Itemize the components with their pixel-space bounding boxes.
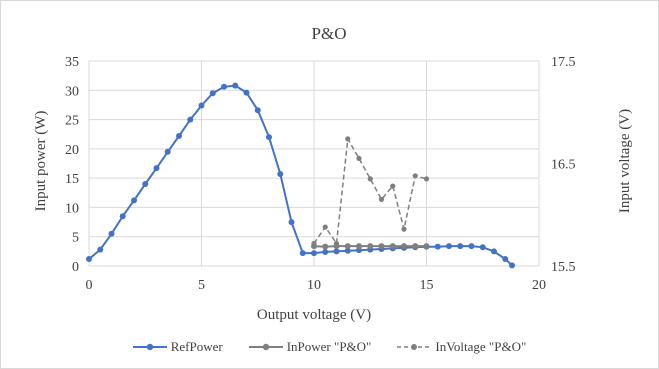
- y-axis-label-left: Input power (W): [33, 111, 49, 212]
- data-point-series-1: [356, 243, 362, 250]
- x-tick-label: 0: [86, 278, 93, 293]
- data-point-series-1: [423, 243, 430, 250]
- data-point-series-0: [446, 243, 452, 250]
- series-line-2: [313, 136, 427, 246]
- data-point-series-0: [221, 83, 227, 90]
- data-point-series-0: [277, 171, 284, 178]
- series-line-0: [88, 84, 513, 267]
- legend-item-inpower: InPower "P&O": [248, 339, 372, 355]
- data-point-series-0: [299, 250, 306, 257]
- data-point-series-0: [243, 89, 250, 96]
- y-tick-label-left: 30: [65, 84, 79, 99]
- data-point-series-2: [345, 136, 351, 142]
- data-point-series-0: [491, 248, 497, 255]
- data-point-series-2: [322, 224, 328, 230]
- legend-swatch-inpower: [248, 343, 283, 351]
- data-point-series-0: [108, 230, 115, 237]
- data-point-series-2: [401, 226, 407, 232]
- legend-item-refpower: RefPower: [132, 339, 223, 355]
- y-tick-label-right: 17.5: [551, 55, 576, 70]
- legend-swatch-refpower: [132, 343, 167, 351]
- y-tick-label-left: 35: [65, 55, 79, 70]
- data-point-series-0: [266, 134, 272, 141]
- legend-item-involtage: InVoltage "P&O": [397, 339, 526, 355]
- data-point-series-0: [356, 247, 362, 254]
- data-point-series-0: [86, 255, 92, 262]
- data-point-series-0: [209, 90, 216, 97]
- y-tick-label-left: 10: [65, 201, 79, 216]
- data-point-series-0: [502, 255, 509, 262]
- y-tick-label-left: 20: [65, 143, 79, 158]
- chart-title: P&O: [312, 24, 347, 43]
- data-point-series-1: [378, 243, 385, 250]
- x-axis-label: Output voltage (V): [257, 307, 371, 323]
- data-point-series-0: [232, 82, 239, 89]
- chart-svg: P&O 0 5 10 15 20 25 30 35 0 5 10 15 20 15.5 16.5 17.5 O…: [33, 24, 633, 323]
- data-point-series-0: [509, 262, 515, 269]
- data-point-series-2: [356, 155, 362, 161]
- data-point-series-1: [389, 243, 396, 250]
- data-point-series-1: [401, 243, 407, 250]
- data-point-series-0: [333, 248, 340, 255]
- legend: RefPower InPower "P&O" InVoltage "P&O": [1, 339, 658, 355]
- data-point-series-2: [423, 176, 430, 182]
- series: [86, 82, 515, 269]
- data-point-series-0: [457, 243, 464, 250]
- data-point-series-0: [344, 247, 351, 254]
- y-tick-label-right: 16.5: [551, 158, 576, 173]
- data-point-series-0: [198, 102, 205, 109]
- legend-swatch-involtage: [397, 344, 432, 350]
- data-point-series-2: [390, 183, 396, 189]
- y-tick-label-left: 0: [72, 260, 79, 275]
- y-tick-label-left: 5: [72, 231, 79, 246]
- data-point-series-2: [311, 240, 317, 247]
- data-point-series-0: [176, 132, 182, 139]
- data-point-series-1: [367, 243, 374, 250]
- data-point-series-2: [412, 173, 418, 179]
- data-point-series-1: [344, 243, 351, 250]
- data-point-series-0: [131, 197, 137, 204]
- gridlines: [88, 60, 540, 267]
- data-point-series-0: [142, 181, 149, 187]
- y-tick-label-right: 15.5: [551, 260, 576, 275]
- data-point-series-0: [288, 219, 295, 226]
- y-tick-label-left: 15: [65, 172, 79, 187]
- data-point-series-1: [412, 243, 419, 250]
- data-point-series-0: [479, 244, 486, 251]
- y-axis-label-right: Input voltage (V): [617, 109, 633, 213]
- data-point-series-0: [153, 165, 160, 172]
- data-point-series-1: [322, 243, 329, 250]
- data-point-series-2: [367, 176, 373, 182]
- legend-label-refpower: RefPower: [170, 339, 223, 354]
- legend-label-involtage: InVoltage "P&O": [435, 339, 527, 354]
- y-tick-label-left: 25: [65, 114, 79, 129]
- data-point-series-0: [254, 107, 261, 114]
- data-point-series-0: [311, 250, 317, 257]
- data-point-series-0: [322, 248, 329, 255]
- legend-label-inpower: InPower "P&O": [286, 339, 372, 354]
- data-point-series-0: [434, 243, 441, 250]
- data-point-series-0: [164, 148, 171, 155]
- x-tick-label: 15: [420, 278, 434, 293]
- x-tick-label: 10: [307, 278, 321, 293]
- data-point-series-0: [187, 116, 194, 123]
- data-point-series-0: [97, 246, 104, 253]
- axes: 0 5 10 15 20 25 30 35 0 5 10 15 20 15.5 16.5 17.5: [65, 55, 576, 293]
- x-tick-label: 5: [198, 278, 205, 293]
- x-tick-label: 20: [532, 278, 546, 293]
- data-point-series-2: [333, 240, 340, 247]
- data-point-series-0: [468, 243, 475, 250]
- data-point-series-0: [119, 213, 126, 220]
- data-point-series-2: [378, 196, 385, 202]
